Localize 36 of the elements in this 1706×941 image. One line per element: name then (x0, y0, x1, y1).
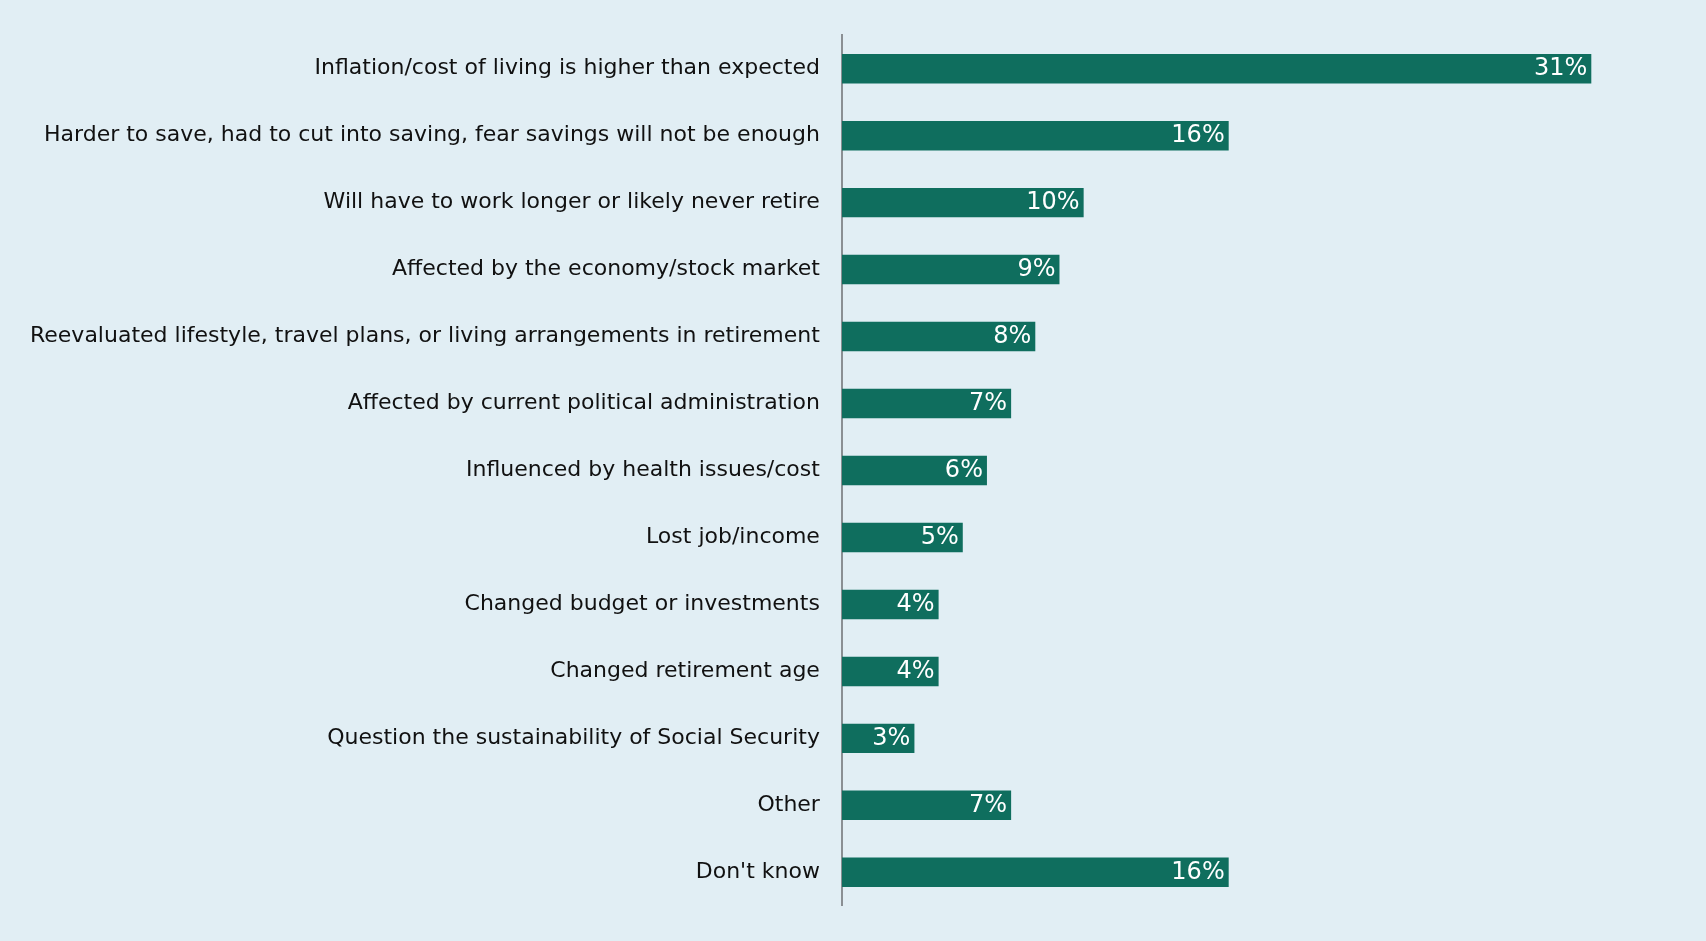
data-label: 7% (969, 387, 1008, 416)
y-tick-label: Harder to save, had to cut into saving, fear savings will not be enough (44, 121, 820, 147)
data-label: 4% (896, 588, 935, 617)
y-tick-label: Lost job/income (645, 523, 820, 549)
data-label: 3% (872, 722, 911, 751)
y-tick-label: Changed budget or investments (464, 590, 820, 616)
data-label: 10% (1026, 186, 1080, 215)
y-tick-label: Will have to work longer or likely never retire (323, 188, 820, 214)
bar (841, 120, 1229, 151)
data-label: 31% (1533, 52, 1588, 81)
bar (841, 388, 1012, 419)
bar (841, 321, 1036, 352)
bar (841, 254, 1060, 285)
data-label: 4% (896, 655, 935, 684)
data-label: 6% (944, 454, 983, 483)
data-label: 8% (993, 320, 1032, 349)
bar (841, 790, 1012, 821)
data-label: 16% (1171, 856, 1225, 885)
data-label: 7% (969, 789, 1008, 818)
y-tick-label: Changed retirement age (550, 657, 820, 683)
bar (841, 522, 963, 553)
y-tick-label: Affected by the economy/stock market (392, 255, 821, 281)
data-label: 5% (920, 521, 959, 550)
y-tick-label: Don't know (695, 858, 820, 884)
y-tick-label: Influenced by health issues/cost (465, 456, 821, 482)
bar (841, 857, 1229, 888)
data-label: 9% (1017, 253, 1056, 282)
y-tick-label: Affected by current political administration (347, 389, 820, 415)
y-tick-label: Inflation/cost of living is higher than expected (314, 54, 820, 80)
data-label: 16% (1171, 119, 1225, 148)
y-tick-label: Question the sustainability of Social Security (327, 724, 820, 750)
bar (841, 187, 1084, 218)
y-tick-label: Other (757, 791, 821, 817)
bar (841, 455, 987, 486)
y-tick-label: Reevaluated lifestyle, travel plans, or living arrangements in retirement (30, 322, 821, 348)
bar (841, 53, 1592, 84)
